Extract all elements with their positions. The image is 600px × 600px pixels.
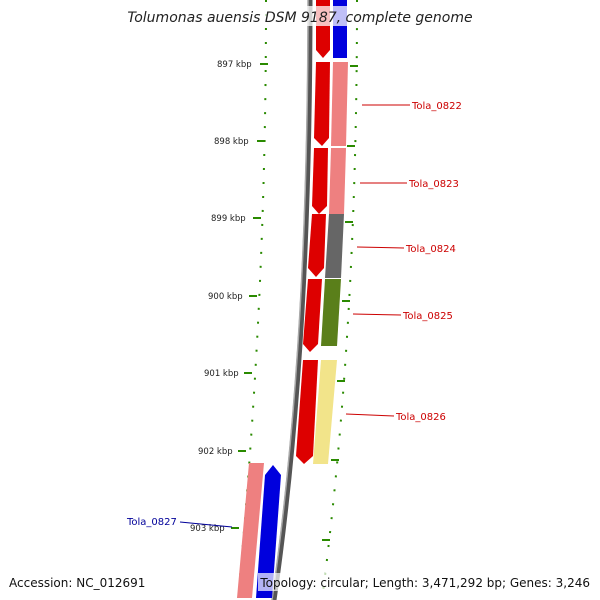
kbp-label-902: 902 kbp bbox=[198, 447, 233, 457]
gene-arrow-tola0827-cds bbox=[256, 465, 281, 598]
kbp-label-903: 903 kbp bbox=[190, 524, 225, 534]
gene-label-tola0825[interactable]: Tola_0825 bbox=[402, 311, 453, 322]
gene-label-tola0823[interactable]: Tola_0823 bbox=[408, 179, 459, 190]
block-tola0824 bbox=[325, 214, 344, 278]
forward-strand-genes bbox=[296, 0, 330, 464]
block-tola0822 bbox=[331, 62, 348, 146]
title-backdrop bbox=[128, 6, 472, 26]
kbp-label-898: 898 kbp bbox=[214, 137, 249, 147]
topology-text: Topology: circular; Length: 3,471,292 bp… bbox=[259, 576, 590, 590]
block-tola0826 bbox=[313, 360, 337, 464]
kbp-label-901: 901 kbp bbox=[204, 369, 239, 379]
kbp-label-900: 900 kbp bbox=[208, 292, 243, 302]
accession-text: Accession: NC_012691 bbox=[9, 576, 145, 590]
gene-arrow-tola0823-cds bbox=[312, 148, 328, 214]
topology-backdrop bbox=[258, 573, 592, 591]
gene-label-tola0826[interactable]: Tola_0826 bbox=[395, 412, 446, 423]
block-tola0827 bbox=[237, 463, 264, 598]
kbp-ticks bbox=[231, 63, 358, 541]
block-tola0825 bbox=[321, 279, 341, 346]
block-tola0823 bbox=[329, 148, 346, 214]
gene-arrow-tola0826-cds bbox=[296, 360, 318, 464]
gene-arrow-tola0822-cds bbox=[314, 62, 330, 146]
gene-arrow-tola0825-cds bbox=[303, 279, 322, 352]
gene-label-tola0824[interactable]: Tola_0824 bbox=[405, 244, 456, 255]
gene-leader-lines bbox=[179, 104, 410, 528]
kbp-label-897: 897 kbp bbox=[217, 60, 252, 70]
gene-arrow-tola0824-cds bbox=[308, 214, 326, 277]
kbp-label-899: 899 kbp bbox=[211, 214, 246, 224]
page-title: Tolumonas auensis DSM 9187, complete gen… bbox=[127, 10, 472, 26]
gene-label-tola0822[interactable]: Tola_0822 bbox=[411, 101, 462, 112]
genome-backbone bbox=[271, 0, 313, 600]
genome-backbone-highlight bbox=[271, 0, 309, 600]
gene-label-tola0827[interactable]: Tola_0827 bbox=[126, 517, 177, 528]
